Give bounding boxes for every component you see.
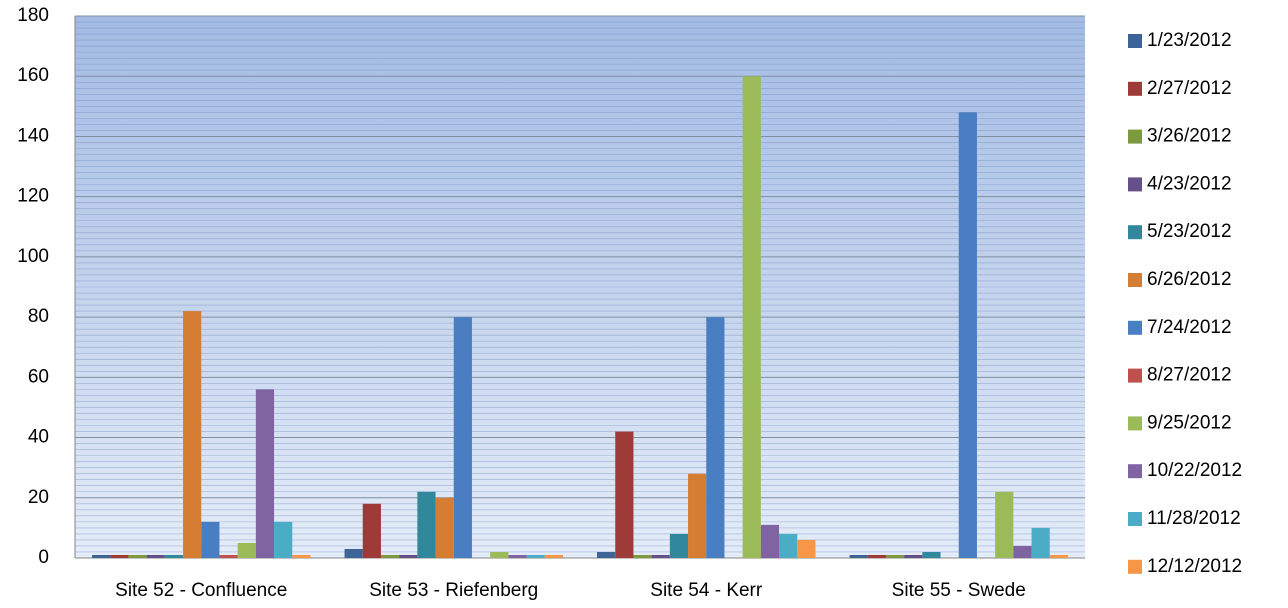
legend-label: 1/23/2012 [1147, 30, 1232, 51]
bar [255, 389, 275, 558]
bar [344, 548, 363, 558]
bar [110, 554, 129, 558]
y-tick-label: 180 [17, 5, 49, 26]
x-tick-label: Site 54 - Kerr [650, 580, 763, 601]
bar [508, 554, 527, 558]
legend-swatch [1128, 320, 1142, 335]
bar [849, 554, 868, 558]
y-tick-label: 0 [38, 547, 49, 568]
bar [183, 311, 202, 558]
bar [417, 491, 436, 558]
legend-swatch [1128, 512, 1142, 526]
bar [292, 554, 311, 558]
bar [688, 473, 707, 558]
legend-swatch [1128, 559, 1142, 574]
bar [92, 554, 111, 558]
bar [274, 521, 293, 558]
x-tick-label: Site 52 - Confluence [115, 580, 287, 601]
bar [399, 554, 418, 558]
bar [435, 497, 454, 558]
y-tick-label: 80 [28, 306, 49, 327]
y-tick-label: 60 [28, 366, 49, 387]
legend-label: 5/23/2012 [1147, 221, 1232, 242]
bar [128, 554, 147, 558]
bar [779, 533, 798, 558]
bar [490, 551, 509, 558]
bar [453, 317, 472, 558]
bar [146, 554, 165, 558]
legend-swatch [1128, 464, 1142, 479]
bar [237, 542, 256, 558]
bar [1031, 527, 1050, 558]
bar [526, 554, 545, 558]
legend-label: 2/27/2012 [1147, 78, 1232, 99]
y-tick-label: 160 [17, 65, 49, 86]
bar [922, 551, 941, 558]
legend-label: 4/23/2012 [1147, 173, 1232, 194]
bar [885, 554, 905, 558]
legend-swatch [1128, 273, 1142, 287]
bar [797, 539, 816, 558]
legend-swatch [1128, 177, 1142, 192]
bar [615, 431, 634, 558]
bar [669, 533, 689, 558]
legend-label: 9/25/2012 [1147, 412, 1232, 433]
legend-label: 6/26/2012 [1147, 269, 1232, 290]
x-tick-label: Site 53 - Riefenberg [369, 580, 538, 601]
bar [597, 551, 616, 558]
y-tick-label: 40 [28, 427, 49, 448]
bar [1013, 545, 1032, 558]
legend-label: 11/28/2012 [1147, 508, 1241, 529]
bar [651, 554, 670, 558]
legend-label: 10/22/2012 [1147, 460, 1242, 481]
bar [544, 554, 563, 558]
bar [904, 554, 923, 558]
legend-label: 7/24/2012 [1147, 317, 1232, 338]
y-tick-label: 140 [17, 125, 49, 146]
y-tick-label: 20 [28, 487, 49, 508]
bar [633, 554, 652, 558]
legend-label: 12/12/2012 [1147, 556, 1242, 577]
bar [201, 521, 220, 558]
bar [958, 112, 977, 558]
legend-swatch [1128, 225, 1142, 240]
bar [164, 554, 184, 558]
legend-label: 3/26/2012 [1147, 126, 1232, 147]
legend-swatch [1128, 416, 1142, 431]
bar [742, 76, 761, 558]
legend-label: 8/27/2012 [1147, 365, 1232, 386]
y-tick-label: 100 [17, 246, 49, 267]
legend-swatch [1128, 34, 1142, 48]
bar [219, 554, 238, 558]
bar [995, 491, 1014, 558]
legend-swatch [1128, 129, 1142, 144]
y-tick-label: 120 [17, 186, 49, 207]
x-tick-label: Site 55 - Swede [892, 580, 1026, 601]
bar [706, 317, 725, 558]
bar [760, 524, 780, 558]
bar [867, 554, 886, 558]
bar [362, 503, 381, 558]
bar [1049, 554, 1068, 558]
bar [380, 554, 400, 558]
legend-swatch [1128, 81, 1142, 96]
legend-swatch [1128, 368, 1142, 383]
